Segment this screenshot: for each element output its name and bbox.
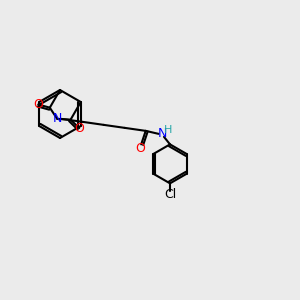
Text: O: O	[74, 122, 84, 135]
Text: N: N	[52, 112, 62, 125]
Text: N: N	[158, 128, 167, 140]
Text: Cl: Cl	[164, 188, 176, 201]
Text: O: O	[33, 98, 43, 111]
Text: O: O	[135, 142, 145, 155]
Text: H: H	[164, 125, 172, 135]
